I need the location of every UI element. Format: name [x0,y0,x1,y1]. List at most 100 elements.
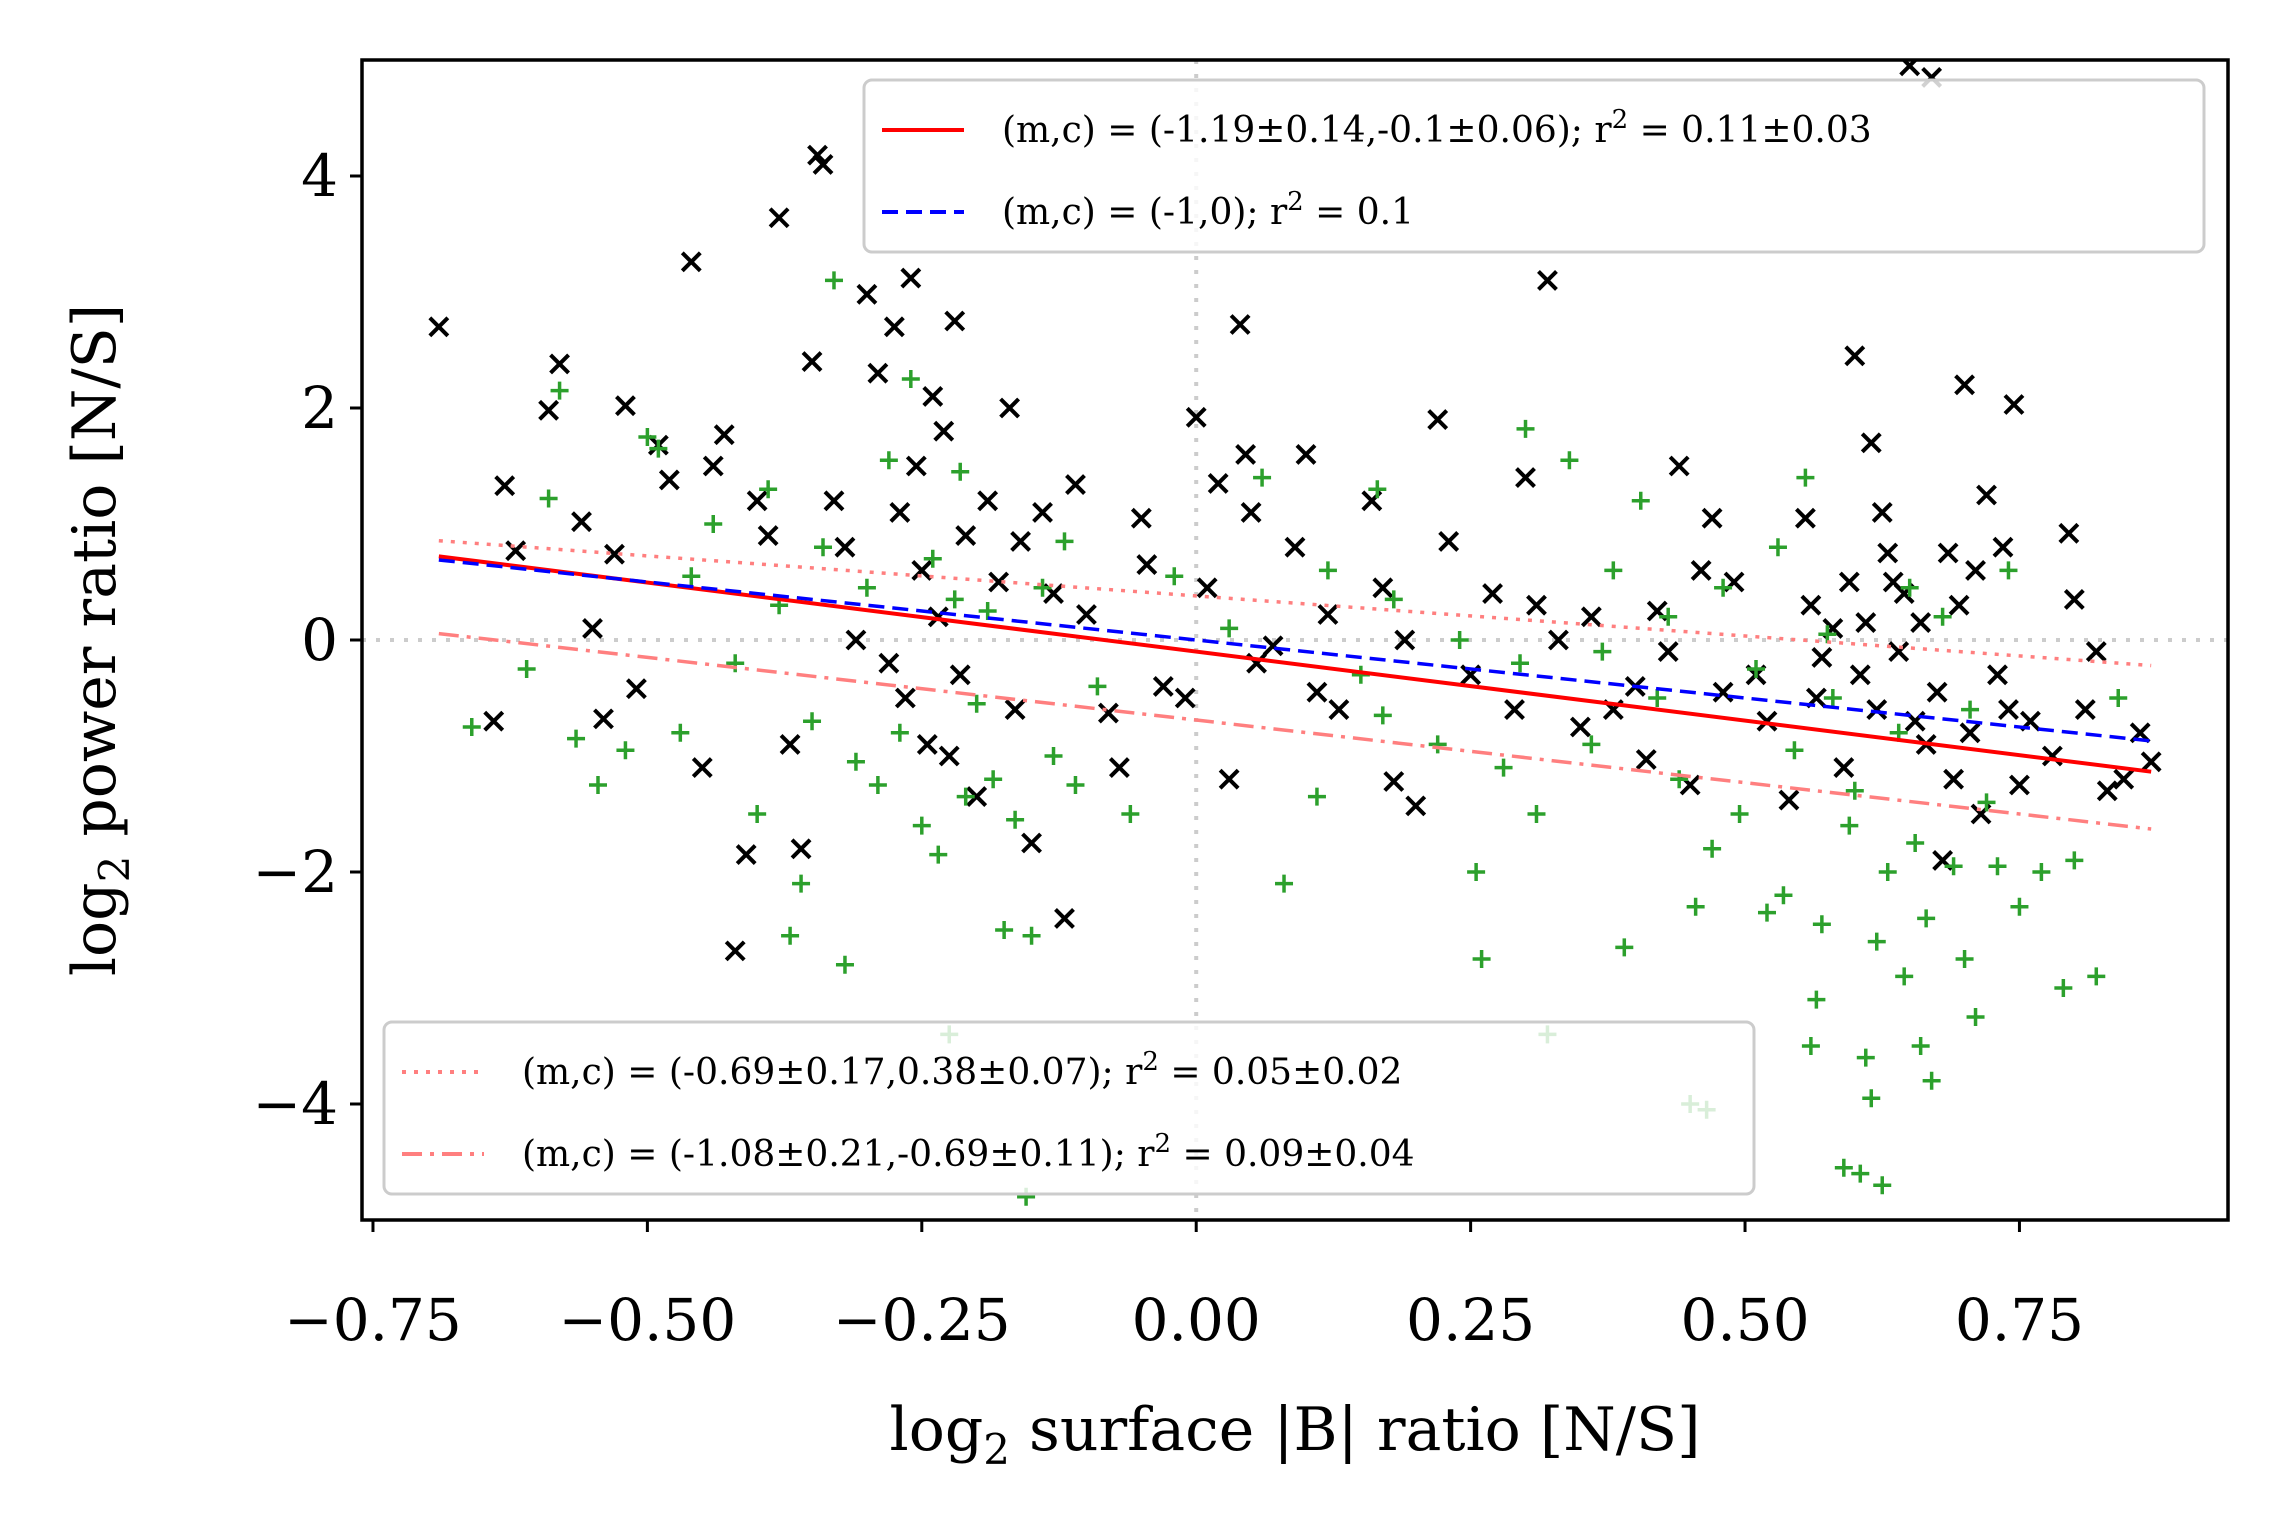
plus-marker-point [682,567,701,586]
x-marker-point [1811,646,1833,668]
plus-marker-point [1307,787,1326,806]
x-marker-point [1987,664,2008,686]
plus-marker-point [1851,1164,1870,1183]
plus-marker-point [923,549,942,568]
legend-bottom-left: (m,c) = (-0.69±0.17,0.38±0.07); r2 = 0.0… [382,1020,1756,1196]
x-marker-point [856,283,878,305]
x-marker-point [1010,530,1032,552]
x-marker-point [1992,536,2014,558]
plus-marker-point [1220,619,1239,638]
x-marker-point [1965,559,1986,581]
plus-marker-point [956,787,975,806]
plus-marker-point [539,489,558,508]
x-marker-point [1959,722,1981,744]
legend-box [382,1020,1756,1196]
x-marker-point [999,397,1021,419]
x-marker-point [1778,789,1800,811]
x-marker-point [1943,768,1965,790]
plus-marker-point [901,370,920,388]
plus-marker-point [616,741,635,760]
x-marker-point [746,490,768,512]
x-marker-point [944,310,966,332]
plus-marker-point [2010,897,2029,916]
plus-marker-point [868,776,887,794]
x-marker-point [713,424,735,446]
x-marker-point [977,490,999,512]
x-marker-point [1860,432,1882,454]
plus-marker-point [1384,590,1403,609]
x-marker-point [2096,780,2118,802]
plus-marker-point [1917,909,1936,928]
plus-marker-point [1593,642,1612,661]
x-axis-label: log2 surface |B| ratio [N/S] [890,1395,1701,1474]
x-marker-point [1871,501,1893,523]
plus-marker-point [1066,776,1085,794]
plus-marker-point [1856,1048,1875,1067]
plus-marker-point [781,926,800,945]
plus-marker-point [1812,915,1831,934]
plus-marker-point [649,439,668,458]
x-tick-label: 0.25 [1406,1286,1535,1354]
x-tick-label: 0.00 [1132,1286,1261,1354]
y-tick-label: 0 [301,606,338,674]
x-marker-point [1756,710,1778,732]
plus-marker-point [1275,874,1294,893]
x-marker-point [1065,474,1086,495]
x-marker-point [1998,699,2019,721]
plus-marker-point [1560,451,1579,470]
x-marker-point [883,316,905,338]
x-axis-ticks: −0.75 −0.50 −0.25 0.00 0.25 0.50 0.75 [284,1220,2084,1354]
plus-marker-point [1165,567,1184,586]
x-marker-point [927,606,949,628]
y-tick-label: −4 [253,1070,339,1138]
plus-marker-point [951,462,970,481]
x-marker-point [1800,594,1822,616]
x-marker-point [1108,757,1130,779]
plus-marker-point [1845,781,1864,800]
plus-marker-point [792,874,811,893]
plus-marker-point [1906,834,1925,852]
x-marker-point [1515,467,1536,489]
plus-marker-point [1318,561,1337,580]
x-marker-point [2074,699,2096,721]
x-marker-point [1712,681,1734,703]
x-marker-point [1504,699,1525,721]
plus-marker-point [2032,863,2051,881]
plus-marker-point [1670,770,1689,789]
fit-lines [438,538,2152,831]
x-marker-point [889,501,911,523]
x-marker-point [1207,472,1229,494]
x-marker-point [1569,716,1591,738]
x-marker-point [1948,594,1970,616]
x-marker-point [894,687,916,709]
plus-marker-point [2087,967,2106,986]
x-marker-point [1383,771,1405,792]
x-marker-point [1004,699,1026,721]
x-marker-point [2003,394,2025,415]
plus-marker-point [1796,468,1815,487]
plus-marker-point [1895,967,1914,986]
plus-marker-point [1922,1071,1941,1090]
x-marker-point [1937,542,1959,564]
plus-marker-point [1703,839,1722,858]
plus-marker-point [462,718,481,736]
x-marker-point [1838,571,1860,593]
plus-marker-point [1911,1037,1930,1055]
x-marker-point [905,455,927,477]
plus-marker-point [588,776,607,794]
x-marker-point [1032,501,1053,523]
x-marker-point [2113,768,2135,790]
plus-marker-point [890,723,909,742]
x-marker-point [1218,768,1240,790]
x-marker-point [812,153,834,175]
x-marker-point [1888,641,1910,663]
plus-marker-point [1631,491,1650,510]
x-marker-point [1317,604,1339,625]
plus-marker-point [1022,926,1041,945]
legend-label: (m,c) = (-1.08±0.21,-0.69±0.11); r2 = 0.… [522,1129,1415,1175]
fit-line-1 [438,558,2152,743]
plus-marker-point [912,816,931,835]
plus-marker-point [517,660,536,678]
x-marker-point [1926,681,1948,703]
plus-marker-point [879,451,898,470]
